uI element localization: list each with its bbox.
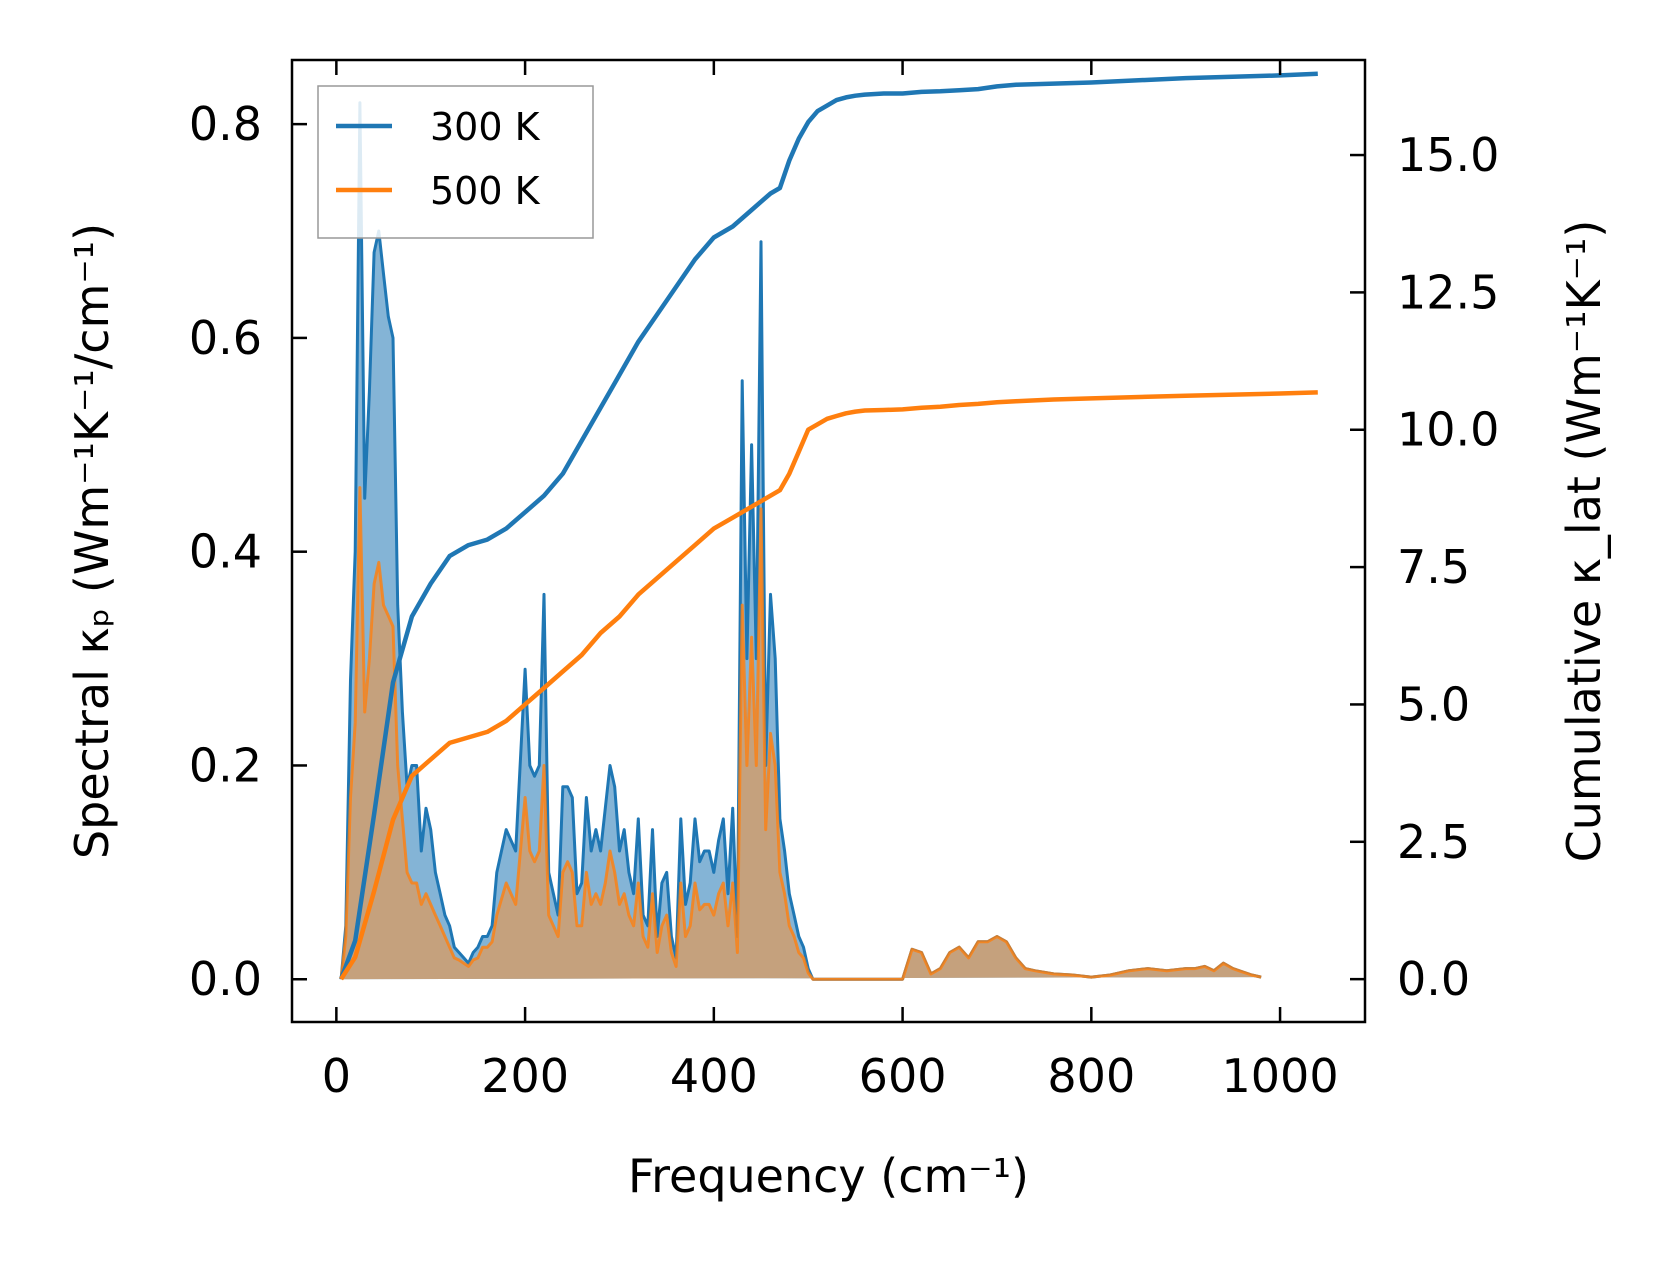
x-axis-title: Frequency (cm⁻¹) xyxy=(628,1149,1029,1203)
legend-label-300k: 300 K xyxy=(430,105,541,149)
x-tick-label: 200 xyxy=(481,1049,569,1103)
y-left-tick-label: 0.2 xyxy=(189,738,262,792)
spectral-500k-fill xyxy=(341,487,1262,980)
legend: 300 K 500 K xyxy=(317,85,594,239)
y-right-tick-label: 0.0 xyxy=(1397,952,1470,1006)
y-right-tick-label: 7.5 xyxy=(1397,540,1470,594)
plot-frame xyxy=(290,58,1367,1024)
x-tick-label: 1000 xyxy=(1222,1049,1339,1103)
cumulative-300k-line xyxy=(338,71,1318,980)
legend-label-500k: 500 K xyxy=(430,169,541,213)
x-tick-label: 600 xyxy=(859,1049,947,1103)
x-tick-label: 0 xyxy=(322,1049,351,1103)
y-right-tick-label: 10.0 xyxy=(1397,403,1499,457)
y-right-tick-label: 5.0 xyxy=(1397,677,1470,731)
ticks-layer: 0 200 400 600 800 1000 0.0 0.2 0.4 0.6 0.8 0.0 2.5 5.… xyxy=(189,60,1499,1103)
y-right-tick-label: 15.0 xyxy=(1397,128,1499,182)
spectral-300k-fill xyxy=(341,102,1262,980)
legend-box xyxy=(317,85,594,239)
x-tick-label: 800 xyxy=(1047,1049,1135,1103)
y-left-tick-label: 0.4 xyxy=(189,525,262,579)
y-axis-right-title: Cumulative κ_lat (Wm⁻¹K⁻¹) xyxy=(1557,220,1611,863)
y-right-tick-label: 12.5 xyxy=(1397,265,1499,319)
spectral-500k-line xyxy=(339,486,1262,981)
x-tick-label: 400 xyxy=(670,1049,758,1103)
y-left-tick-label: 0.8 xyxy=(189,97,262,151)
y-axis-left-title: Spectral κₚ (Wm⁻¹K⁻¹/cm⁻¹) xyxy=(65,223,119,859)
y-left-tick-label: 0.0 xyxy=(189,952,262,1006)
cumulative-500k-line xyxy=(339,390,1318,981)
y-right-tick-label: 2.5 xyxy=(1397,815,1470,869)
y-left-tick-label: 0.6 xyxy=(189,311,262,365)
series-layer xyxy=(338,71,1318,981)
